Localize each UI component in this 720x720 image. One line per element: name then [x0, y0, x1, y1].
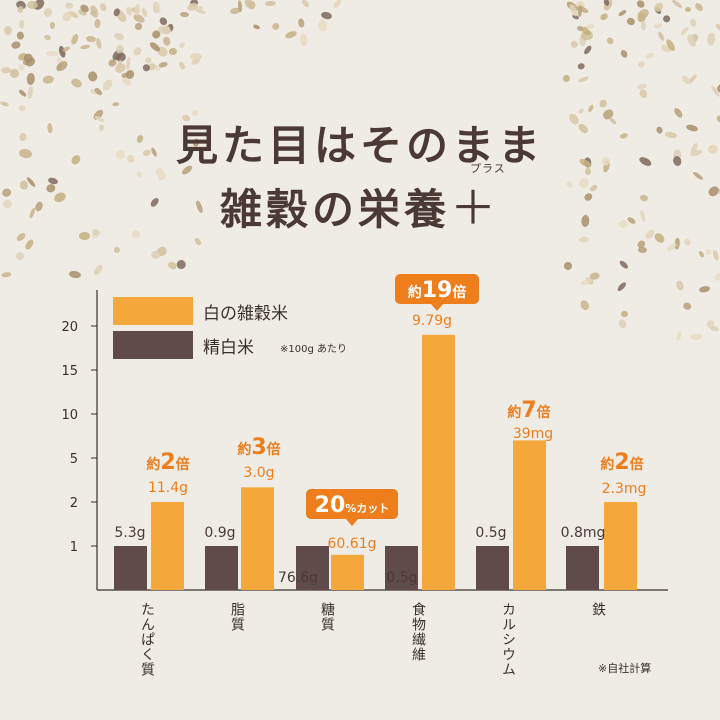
callout-label: 約7倍	[507, 398, 550, 423]
plus-ruby: プラス	[470, 162, 506, 175]
value-label-hakumai: 5.3g	[114, 525, 145, 541]
bar-zakkoku	[422, 334, 455, 590]
grain	[46, 50, 58, 56]
category-label: たんぱく質	[139, 602, 155, 677]
y-tick-label: 1	[70, 540, 78, 555]
y-tick-label: 2	[70, 496, 78, 511]
value-label-zakkoku: 60.61g	[328, 536, 377, 552]
title-line2-main: 雑穀の栄養	[219, 185, 450, 234]
category-label: 食物繊維	[410, 602, 426, 662]
legend-swatch-hakumai	[113, 331, 193, 359]
callout-number: 3	[251, 435, 266, 460]
bar-hakumai	[476, 546, 509, 590]
y-tick-label: 5	[70, 452, 78, 467]
bar-hakumai	[385, 546, 418, 590]
callout-suffix: 倍	[630, 456, 644, 473]
callout-prefix: 約	[408, 284, 422, 301]
bar-hakumai	[114, 546, 147, 590]
y-tick-label: 15	[61, 364, 78, 379]
callout-suffix: 倍	[537, 404, 551, 421]
callout-suffix: 倍	[176, 456, 190, 473]
legend-label-zakkoku: 白の雑穀米	[203, 304, 288, 324]
title-line1: 見た目はそのまま	[175, 121, 544, 170]
callout-label: 約3倍	[237, 435, 280, 460]
callout-suffix: 倍	[452, 284, 466, 301]
footnote: ※自社計算	[598, 662, 652, 675]
category-label: 糖質	[319, 602, 335, 632]
plus-sign: ＋	[450, 181, 500, 235]
bar-zakkoku	[151, 502, 184, 590]
callout-suffix: 倍	[267, 441, 281, 458]
legend-note: ※100g あたり	[280, 344, 347, 355]
bar-hakumai	[205, 546, 238, 590]
bar-zakkoku	[241, 487, 274, 590]
callout-number: 7	[521, 398, 536, 423]
y-tick-label: 20	[61, 320, 78, 335]
callout-box	[395, 274, 479, 304]
callout-prefix: 約	[600, 456, 614, 473]
grain	[79, 232, 91, 240]
callout-prefix: 約	[146, 456, 160, 473]
value-label-zakkoku: 2.3mg	[602, 481, 647, 497]
bar-hakumai	[566, 546, 599, 590]
legend-swatch-zakkoku	[113, 297, 193, 325]
callout-number: 19	[422, 278, 453, 303]
bar-zakkoku	[604, 502, 637, 590]
callout-label: 約19倍	[408, 278, 467, 303]
value-label-hakumai: 0.8mg	[561, 525, 606, 541]
y-tick-label: 10	[61, 408, 78, 423]
value-label-hakumai: 0.5g	[475, 525, 506, 541]
bar-hakumai	[296, 546, 329, 590]
value-label-zakkoku: 9.79g	[412, 313, 452, 329]
callout-label: 20%カット	[315, 493, 390, 518]
callout-label: 約2倍	[146, 450, 189, 475]
bar-zakkoku	[513, 440, 546, 590]
callout-suffix: %カット	[345, 502, 389, 515]
grain	[621, 310, 629, 318]
callout-prefix: 約	[237, 441, 251, 458]
callout-box	[306, 489, 398, 519]
callout-number: 2	[160, 450, 175, 475]
callout-pointer	[431, 304, 443, 311]
category-label: カルシウム	[500, 602, 516, 677]
value-label-zakkoku: 11.4g	[148, 480, 188, 496]
callout-label: 約2倍	[600, 450, 643, 475]
callout-prefix: 約	[507, 404, 521, 421]
value-label-zakkoku: 3.0g	[243, 465, 274, 481]
callout-number: 20	[315, 493, 346, 518]
category-label: 鉄	[590, 602, 606, 617]
grain	[684, 6, 691, 12]
callout-pointer	[346, 519, 358, 526]
title-line2: 雑穀の栄養＋	[0, 172, 720, 238]
legend-label-hakumai: 精白米	[203, 338, 254, 358]
value-label-hakumai: 0.9g	[204, 525, 235, 541]
callout-number: 2	[614, 450, 629, 475]
value-label-hakumai: 76.6g	[278, 570, 318, 586]
value-label-zakkoku: 39mg	[513, 426, 553, 442]
bar-zakkoku	[331, 554, 364, 590]
value-label-hakumai: 0.5g	[386, 570, 417, 586]
category-label: 脂質	[229, 602, 245, 632]
